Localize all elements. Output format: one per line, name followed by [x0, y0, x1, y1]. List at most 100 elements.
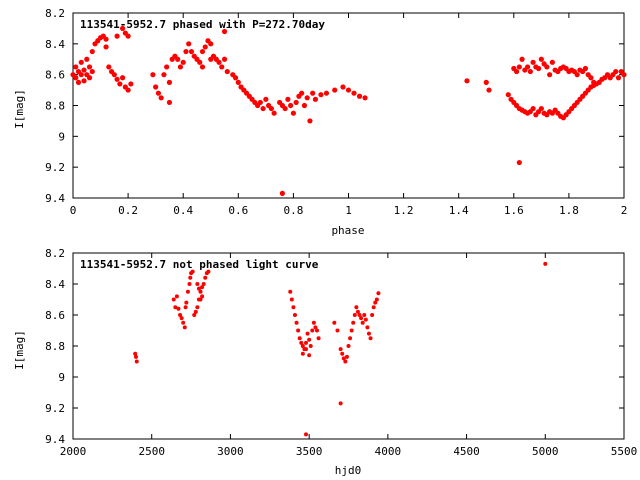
- y-tick-label: 8.2: [45, 247, 65, 260]
- phased-data-point: [285, 96, 291, 102]
- phased-data-point: [257, 99, 263, 106]
- unphased-x-axis-label: hjd0: [335, 464, 362, 477]
- unphased-data-point: [178, 313, 183, 317]
- x-tick-label: 1.6: [504, 204, 524, 217]
- phased-data-point: [158, 95, 164, 101]
- phased-data-point: [613, 68, 619, 75]
- y-tick-label: 8.8: [45, 340, 65, 353]
- phased-data-point: [356, 93, 363, 99]
- y-tick-label: 8.8: [45, 100, 65, 113]
- phased-data-point: [78, 72, 84, 78]
- unphased-data-point: [349, 328, 354, 333]
- phased-data-point: [111, 72, 117, 78]
- unphased-data-point: [346, 344, 351, 348]
- y-tick-label: 8.2: [45, 7, 65, 20]
- unphased-data-point: [376, 291, 381, 296]
- phased-data-point: [310, 90, 316, 96]
- unphased-data-point: [363, 317, 368, 322]
- phased-data-point: [119, 25, 126, 32]
- unphased-data-point: [311, 320, 316, 325]
- phased-data-point: [153, 84, 159, 90]
- unphased-data-point: [187, 282, 192, 286]
- x-tick-label: 5500: [611, 445, 638, 458]
- phased-data-point: [81, 67, 87, 73]
- unphased-data-point: [174, 294, 179, 299]
- phased-data-point: [81, 78, 87, 84]
- unphased-data-point: [300, 351, 305, 356]
- y-tick-label: 8.6: [45, 309, 65, 322]
- unphased-data-point: [360, 320, 365, 325]
- y-tick-label: 8.4: [45, 278, 65, 291]
- x-tick-label: 1: [345, 204, 352, 217]
- unphased-data-point: [340, 351, 345, 356]
- unphased-data-point: [192, 313, 197, 317]
- unphased-data-point: [201, 282, 206, 286]
- phased-data-point: [177, 64, 184, 70]
- phased-data-point: [89, 68, 95, 75]
- unphased-data-point: [171, 297, 176, 302]
- y-tick-label: 9.4: [45, 192, 65, 205]
- unphased-data-point: [338, 347, 343, 352]
- unphased-data-point: [344, 354, 349, 359]
- phased-data-point: [312, 96, 319, 102]
- phased-data-point: [290, 110, 296, 116]
- unphased-data-point: [173, 305, 178, 310]
- phased-data-point: [150, 72, 156, 78]
- unphased-axis-ticks: 2000 2500 3000 3500 4000 4500 5000 5500 8.2 8.4 8.…: [45, 247, 637, 458]
- unphased-data-point: [543, 261, 548, 266]
- phased-data-point: [288, 102, 294, 109]
- phased-data-point: [293, 99, 299, 106]
- unphased-data-point: [359, 316, 364, 321]
- phased-data-point: [235, 79, 241, 85]
- phased-data-point: [197, 59, 203, 65]
- phased-data-point: [332, 87, 338, 93]
- unphased-data-point: [195, 305, 200, 310]
- x-tick-label: 4000: [375, 445, 402, 458]
- x-tick-label: 1.4: [449, 204, 469, 217]
- phased-panel: 0 0.2 0.4 0.6 0.8 1 1.2 1.4 1.6 1.8 2 8.2 8.4 8.6 8.8 9…: [13, 7, 627, 237]
- phased-data-point: [486, 87, 492, 93]
- phased-data-point: [351, 90, 357, 96]
- phased-data-point: [282, 105, 288, 112]
- phased-data-point: [345, 87, 352, 93]
- x-tick-label: 0.2: [118, 204, 138, 217]
- phased-data-point: [530, 105, 536, 112]
- phased-data-point: [166, 79, 173, 85]
- phased-data-point: [128, 81, 134, 87]
- phased-data-point: [516, 64, 522, 70]
- unphased-data-point: [185, 289, 190, 294]
- phased-data-point: [549, 59, 555, 65]
- unphased-data-point: [310, 328, 315, 333]
- unphased-data-point: [184, 300, 189, 305]
- y-tick-label: 9.2: [45, 402, 65, 415]
- phased-data-point: [505, 92, 511, 98]
- phased-x-axis-label: phase: [331, 224, 364, 237]
- unphased-data-point: [355, 309, 360, 314]
- phased-data-point: [103, 36, 109, 42]
- phased-data-point: [538, 56, 544, 62]
- phased-data-point: [84, 56, 90, 62]
- phased-data-point: [114, 76, 120, 82]
- unphased-data-point: [348, 336, 353, 341]
- phased-axis-ticks: 0 0.2 0.4 0.6 0.8 1 1.2 1.4 1.6 1.8 2 8.2 8.4 8.6 8.8 9…: [45, 7, 627, 217]
- unphased-data-point: [181, 320, 186, 325]
- phased-data-point: [161, 72, 167, 78]
- phased-data-point: [621, 72, 627, 78]
- phased-data-point: [114, 33, 120, 39]
- phased-data-point: [513, 68, 520, 75]
- phased-data-point: [221, 56, 228, 62]
- phased-data-point: [340, 84, 346, 90]
- unphased-data-point: [190, 269, 195, 274]
- y-tick-label: 9: [58, 371, 65, 384]
- x-tick-label: 2: [621, 204, 628, 217]
- phased-data-point: [89, 48, 95, 55]
- unphased-data-point: [195, 282, 200, 286]
- phased-data-point: [318, 92, 324, 98]
- unphased-data-point: [303, 347, 308, 352]
- unphased-data-point: [307, 337, 312, 342]
- unphased-data-point: [182, 325, 187, 330]
- phased-data-point: [519, 56, 525, 62]
- unphased-data-point: [357, 313, 362, 317]
- unphased-data-point: [176, 306, 181, 311]
- unphased-data-point: [200, 294, 205, 299]
